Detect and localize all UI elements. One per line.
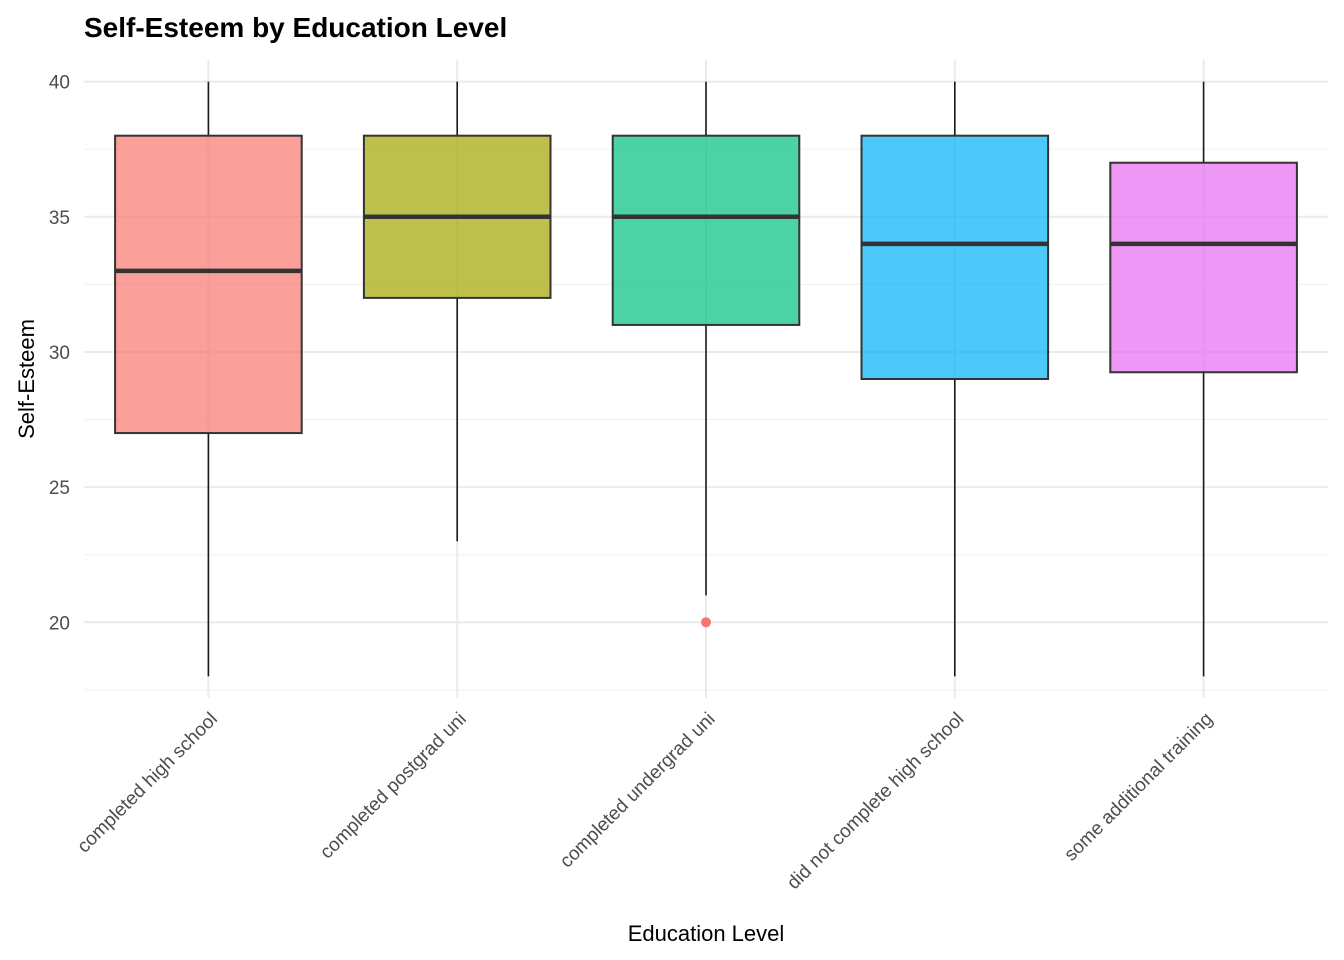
- y-axis-ticks: 20 25 30 35 40: [49, 73, 70, 635]
- box-iqr: [860, 134, 1050, 380]
- x-tick-label: some additional training: [1060, 709, 1217, 866]
- y-tick-label: 40: [49, 73, 70, 94]
- x-axis-title: Education Level: [628, 921, 785, 946]
- x-tick-label: completed undergrad uni: [556, 709, 719, 872]
- box-iqr: [611, 134, 801, 326]
- x-tick-label: completed high school: [73, 709, 222, 858]
- box-group: [611, 81, 801, 628]
- y-tick-label: 25: [49, 478, 70, 499]
- x-tick-label: did not complete high school: [783, 709, 968, 894]
- x-axis-ticks: completed high school completed postgrad …: [73, 709, 1217, 894]
- box-iqr: [114, 134, 303, 435]
- outlier-point: [701, 617, 711, 628]
- x-tick-label: completed postgrad uni: [316, 709, 471, 864]
- y-tick-label: 20: [49, 613, 70, 634]
- box-iqr: [1109, 161, 1298, 374]
- y-axis-title: Self-Esteem: [14, 319, 39, 439]
- box-group: [362, 81, 552, 542]
- y-tick-label: 35: [49, 208, 70, 229]
- chart-title: Self-Esteem by Education Level: [84, 12, 507, 43]
- boxes: [114, 81, 1298, 677]
- box-group: [114, 81, 303, 677]
- box-group: [1109, 81, 1298, 677]
- y-tick-label: 30: [49, 343, 70, 364]
- box-group: [860, 81, 1050, 677]
